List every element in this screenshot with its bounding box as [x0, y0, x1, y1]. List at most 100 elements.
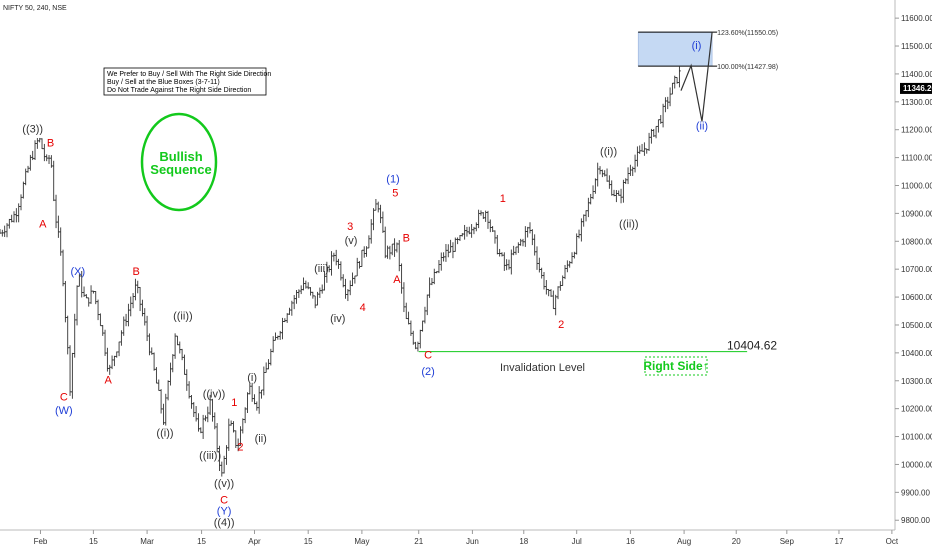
- wave-label: (2): [421, 366, 434, 378]
- ohlc-bar: [393, 238, 396, 257]
- y-tick-label: 11200.00: [901, 126, 932, 135]
- ohlc-bar: [376, 201, 380, 213]
- ohlc-bar: [593, 178, 597, 194]
- ohlc-bar: [206, 406, 210, 423]
- ohlc-bar: [131, 293, 135, 309]
- ohlc-bar: [635, 146, 639, 167]
- ohlc-bar: [610, 180, 614, 196]
- wave-label: (iii): [314, 263, 329, 275]
- ohlc-bar: [155, 367, 158, 384]
- ohlc-bar: [271, 336, 275, 353]
- wave-label: (ii): [255, 433, 267, 445]
- ohlc-bar: [320, 284, 324, 294]
- ohlc-bar: [56, 215, 60, 238]
- ohlc-bar: [183, 354, 186, 375]
- ohlc-bar: [187, 381, 191, 399]
- ohlc-bar: [264, 362, 268, 373]
- note-line-1: We Prefer to Buy / Sell With The Right S…: [107, 71, 271, 78]
- note-box: [103, 67, 267, 96]
- ohlc-bar: [514, 246, 518, 255]
- ohlc-bar: [456, 237, 460, 245]
- ohlc-bar: [591, 185, 595, 200]
- ohlc-bar: [262, 366, 266, 396]
- wave-labels: ((3)) B A (X) C (W) B A ((ii)) ((i)) ((iv)) ((iii))…: [22, 40, 708, 529]
- ohlc-bar: [584, 210, 588, 222]
- ohlc-bar: [229, 420, 233, 426]
- ohlc-bar: [535, 246, 539, 270]
- ohlc-bar: [678, 65, 681, 88]
- ohlc-bar: [220, 461, 224, 477]
- x-tick-label: 20: [732, 537, 741, 546]
- y-tick-label: 10300.00: [901, 377, 932, 386]
- ohlc-bar: [493, 230, 497, 244]
- ohlc-bar: [533, 234, 537, 256]
- ohlc-bar: [73, 313, 77, 358]
- ohlc-bar: [654, 125, 658, 139]
- wave-label: (Y): [217, 506, 232, 518]
- ohlc-bar: [122, 316, 126, 336]
- ohlc-bar: [110, 355, 114, 370]
- ohlc-bar: [372, 208, 375, 231]
- y-tick-label: 10800.00: [901, 237, 932, 246]
- x-tick-label: Mar: [140, 537, 154, 546]
- ohlc-bar: [647, 132, 651, 151]
- ohlc-bar: [668, 87, 672, 107]
- ohlc-bar: [40, 138, 44, 150]
- x-tick-label: 15: [304, 537, 313, 546]
- wave-label: ((3)): [22, 124, 43, 136]
- ohlc-bar: [551, 290, 555, 310]
- x-tick-label: Jun: [466, 537, 479, 546]
- ohlc-bar: [185, 369, 189, 391]
- ohlc-bar: [159, 389, 163, 414]
- x-tick-label: May: [354, 537, 369, 546]
- ohlc-bar: [379, 204, 382, 224]
- ohlc-bar: [404, 302, 408, 320]
- ohlc-bar: [309, 287, 312, 296]
- bullish-circle: [140, 112, 218, 212]
- ohlc-bar: [521, 238, 525, 247]
- ohlc-bar: [470, 224, 474, 238]
- ohlc-bar: [638, 145, 642, 154]
- ohlc-bar: [313, 295, 317, 309]
- ohlc-bar: [474, 222, 478, 232]
- invalidation-value: 10404.62: [727, 339, 777, 353]
- y-tick-label: 10600.00: [901, 293, 932, 302]
- ohlc-bar: [526, 226, 530, 238]
- ohlc-bar: [157, 379, 161, 391]
- ohlc-bar: [70, 352, 74, 399]
- ohlc-bar: [166, 380, 170, 401]
- ohlc-bar: [164, 393, 168, 426]
- ohlc-bar: [500, 252, 504, 257]
- ohlc-bar: [21, 181, 25, 199]
- ohlc-bar: [134, 278, 137, 301]
- ohlc-bar: [577, 229, 581, 239]
- y-tick-label: 10100.00: [901, 433, 932, 442]
- x-tick-label: Jul: [572, 537, 582, 546]
- ohlc-bar: [101, 325, 105, 336]
- wave-label: A: [39, 218, 47, 230]
- wave-label: (X): [70, 266, 85, 278]
- x-tick-label: 17: [835, 537, 844, 546]
- x-tick-label: Oct: [886, 537, 899, 546]
- ohlc-bar: [582, 214, 586, 227]
- ohlc-bar: [178, 341, 182, 354]
- fib-label-100: 100.00%(11427.98): [717, 64, 778, 71]
- note-line-2: Buy / Sell at the Blue Boxes (3-7-11): [107, 79, 220, 86]
- ohlc-bar: [402, 282, 406, 313]
- x-tick-label: 16: [626, 537, 635, 546]
- x-tick-label: 18: [519, 537, 528, 546]
- price-tag-box: [900, 82, 932, 94]
- wave-label: B: [403, 232, 410, 244]
- y-tick-label: 10200.00: [901, 405, 932, 414]
- ohlc-bar: [96, 299, 100, 321]
- ohlc-bar: [201, 414, 205, 439]
- ohlc-bar: [619, 188, 623, 204]
- ohlc-bar: [664, 97, 667, 113]
- ohlc-bar: [260, 389, 263, 399]
- fib-target-box: [637, 31, 713, 67]
- ohlc-bar: [248, 382, 252, 395]
- ohlc-bar: [52, 160, 56, 202]
- x-tick-label: 15: [89, 537, 98, 546]
- wave-label: ((4)): [214, 517, 235, 529]
